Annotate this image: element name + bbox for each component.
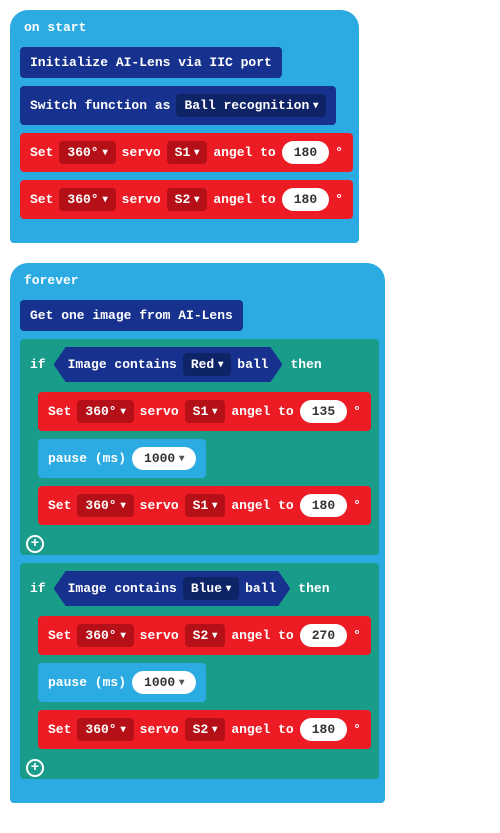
caret-icon: ▾ [103, 194, 108, 206]
forever-hat[interactable]: forever Get one image from AI-Lens if Im… [10, 263, 385, 803]
servo-angle-input[interactable]: 135 [300, 400, 347, 423]
if-red-block[interactable]: if Image contains Red▾ ball then Set 360… [20, 339, 379, 555]
servo-deg-dropdown[interactable]: 360°▾ [77, 494, 133, 517]
plus-icon[interactable]: + [26, 759, 44, 777]
servo-angle-input[interactable]: 180 [282, 188, 329, 211]
caret-icon: ▾ [103, 147, 108, 159]
pause-block[interactable]: pause (ms) 1000▾ [38, 439, 206, 478]
servo-angle-input[interactable]: 180 [282, 141, 329, 164]
servo-slot-dropdown[interactable]: S2▾ [185, 718, 226, 741]
caret-icon: ▾ [212, 406, 217, 418]
ball-color-dropdown[interactable]: Blue▾ [183, 577, 239, 600]
servo-slot-dropdown[interactable]: S1▾ [185, 494, 226, 517]
servo-angle-input[interactable]: 270 [300, 624, 347, 647]
caret-icon: ▾ [226, 583, 231, 595]
servo-angle-input[interactable]: 180 [300, 718, 347, 741]
on-start-hat[interactable]: on start Initialize AI-Lens via IIC port… [10, 10, 359, 243]
init-ai-lens-block[interactable]: Initialize AI-Lens via IIC port [20, 47, 282, 78]
pause-ms-dropdown[interactable]: 1000▾ [132, 447, 196, 470]
set-servo-s2-block[interactable]: Set 360°▾ servo S2▾ angel to 180 ° [20, 180, 353, 219]
set-servo-block[interactable]: Set 360°▾ servo S2▾ angel to 270 ° [38, 616, 371, 655]
set-servo-block[interactable]: Set 360°▾ servo S2▾ angel to 180 ° [38, 710, 371, 749]
servo-slot-dropdown[interactable]: S1▾ [185, 400, 226, 423]
caret-icon: ▾ [179, 677, 184, 689]
set-servo-block[interactable]: Set 360°▾ servo S1▾ angel to 135 ° [38, 392, 371, 431]
init-ai-lens-text: Initialize AI-Lens via IIC port [30, 55, 272, 70]
servo-slot-dropdown[interactable]: S2▾ [167, 188, 208, 211]
servo-slot-dropdown[interactable]: S2▾ [185, 624, 226, 647]
if-blue-block[interactable]: if Image contains Blue▾ ball then Set 36… [20, 563, 379, 779]
switch-function-block[interactable]: Switch function as Ball recognition▾ [20, 86, 336, 125]
caret-icon: ▾ [212, 500, 217, 512]
forever-label: forever [20, 269, 379, 296]
caret-icon: ▾ [212, 724, 217, 736]
servo-deg-dropdown[interactable]: 360°▾ [77, 624, 133, 647]
switch-prefix: Switch function as [30, 98, 170, 113]
image-contains-red-hex[interactable]: Image contains Red▾ ball [54, 347, 283, 382]
plus-icon[interactable]: + [26, 535, 44, 553]
switch-function-dropdown[interactable]: Ball recognition▾ [176, 94, 326, 117]
caret-icon: ▾ [194, 147, 199, 159]
set-servo-s1-block[interactable]: Set 360°▾ servo S1▾ angel to 180 ° [20, 133, 353, 172]
image-contains-blue-hex[interactable]: Image contains Blue▾ ball [54, 571, 291, 606]
servo-deg-dropdown[interactable]: 360°▾ [59, 188, 115, 211]
on-start-label: on start [20, 16, 353, 43]
caret-icon: ▾ [121, 630, 126, 642]
caret-icon: ▾ [179, 453, 184, 465]
get-image-text: Get one image from AI-Lens [30, 308, 233, 323]
caret-icon: ▾ [218, 359, 223, 371]
ball-color-dropdown[interactable]: Red▾ [183, 353, 231, 376]
caret-icon: ▾ [121, 500, 126, 512]
caret-icon: ▾ [121, 724, 126, 736]
caret-icon: ▾ [194, 194, 199, 206]
servo-deg-dropdown[interactable]: 360°▾ [59, 141, 115, 164]
servo-slot-dropdown[interactable]: S1▾ [167, 141, 208, 164]
pause-block[interactable]: pause (ms) 1000▾ [38, 663, 206, 702]
servo-deg-dropdown[interactable]: 360°▾ [77, 718, 133, 741]
get-image-block[interactable]: Get one image from AI-Lens [20, 300, 243, 331]
caret-icon: ▾ [212, 630, 217, 642]
servo-deg-dropdown[interactable]: 360°▾ [77, 400, 133, 423]
caret-icon: ▾ [121, 406, 126, 418]
set-servo-block[interactable]: Set 360°▾ servo S1▾ angel to 180 ° [38, 486, 371, 525]
servo-angle-input[interactable]: 180 [300, 494, 347, 517]
caret-icon: ▾ [313, 100, 318, 112]
pause-ms-dropdown[interactable]: 1000▾ [132, 671, 196, 694]
